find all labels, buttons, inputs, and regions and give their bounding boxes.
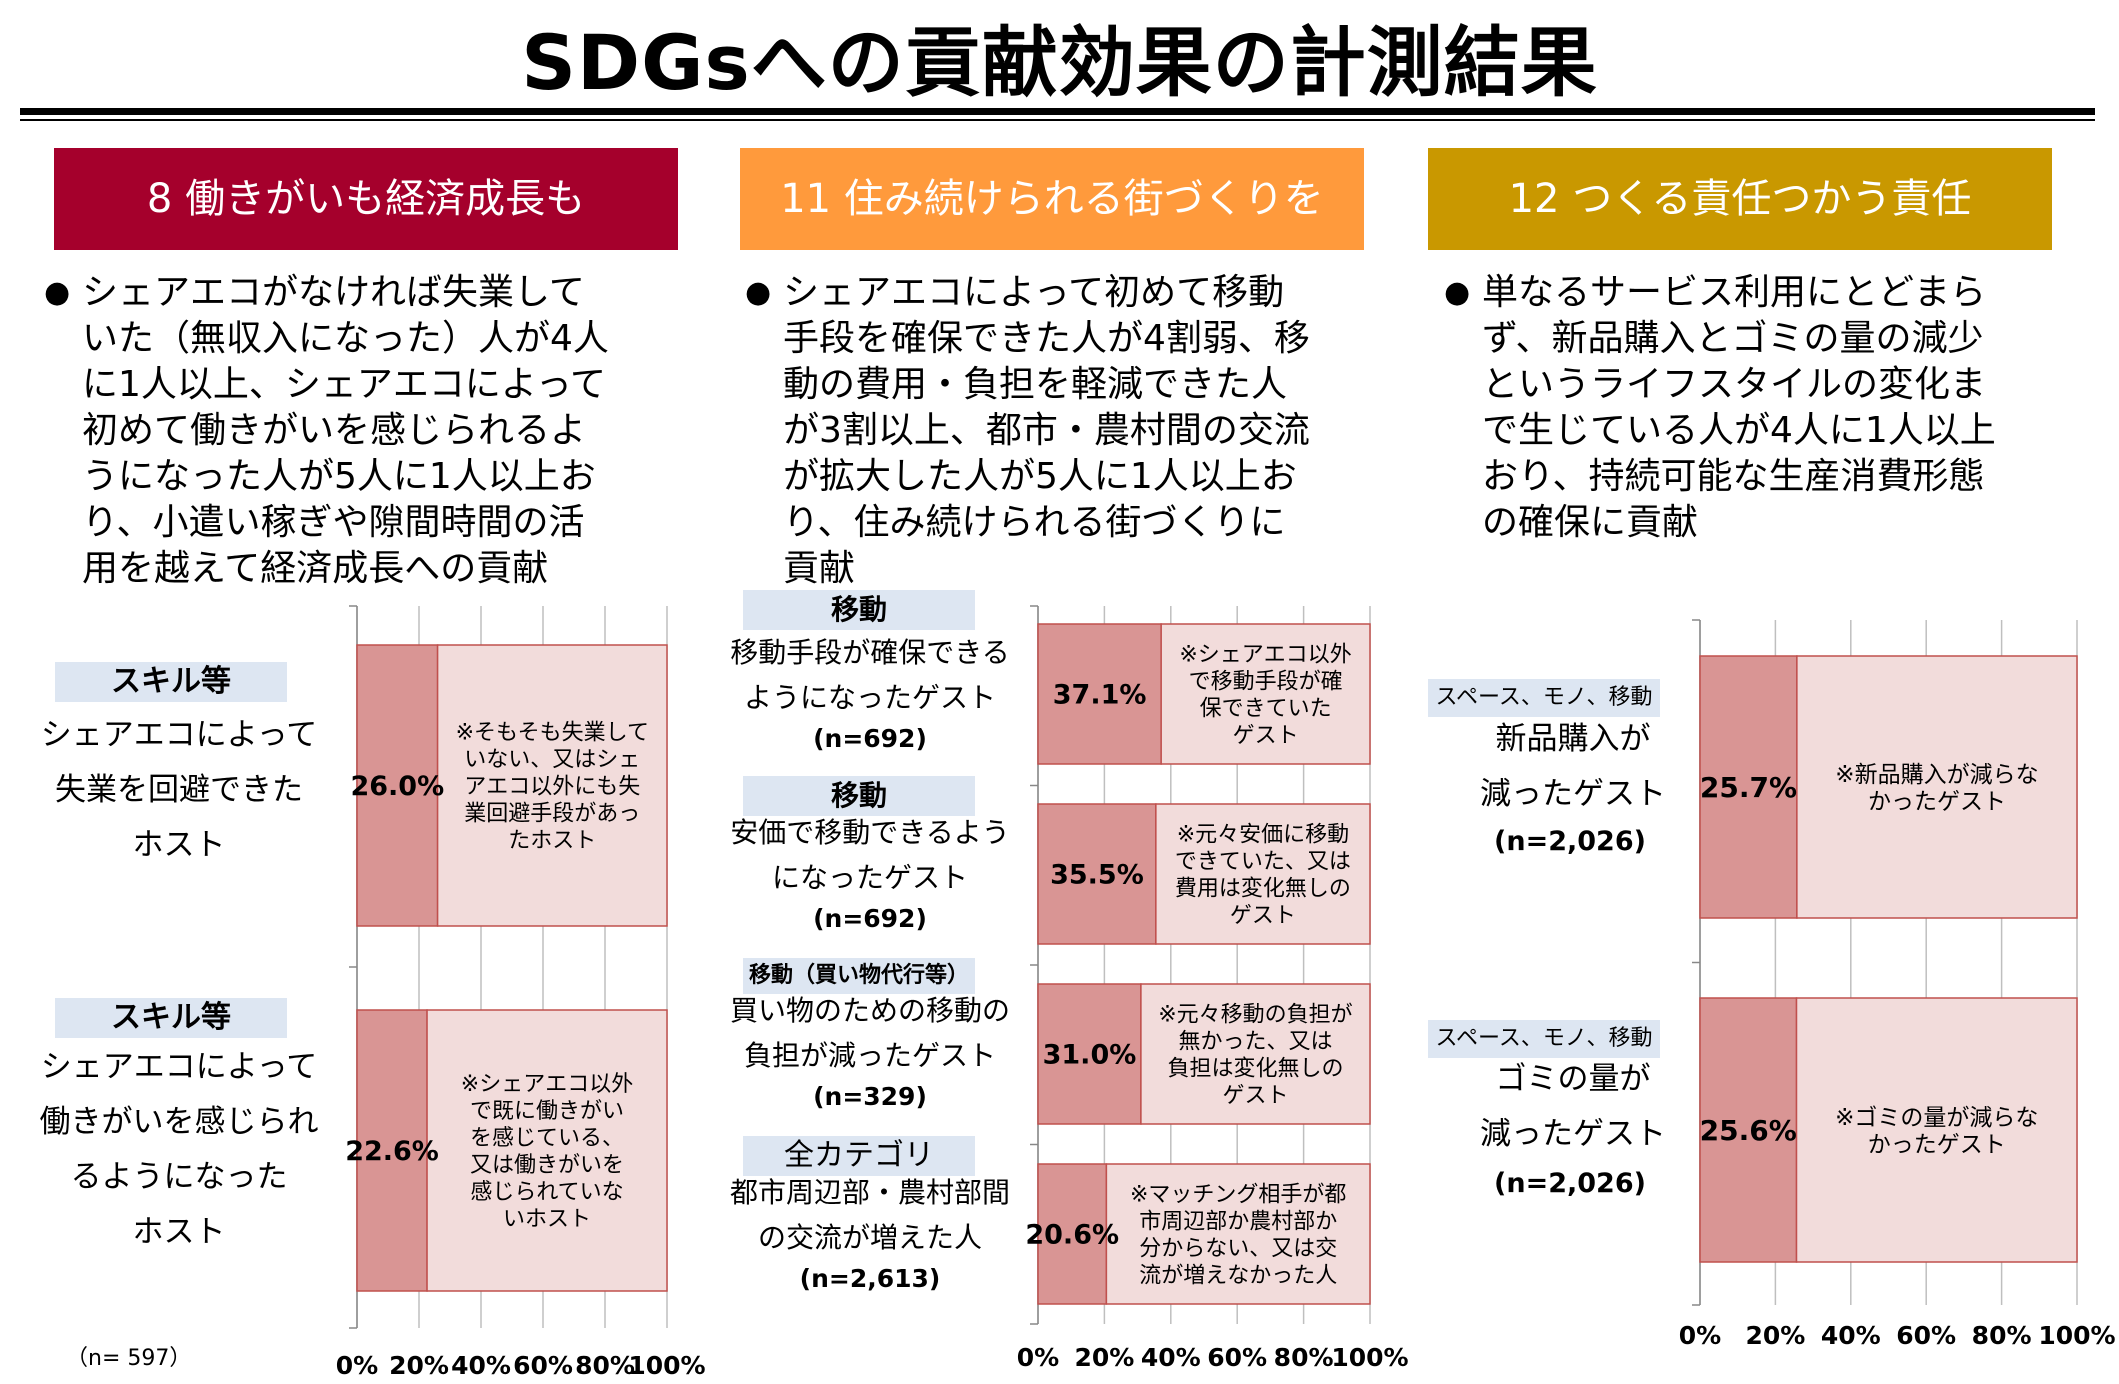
bar-value xyxy=(1699,997,1798,1263)
x-tick-label: 40% xyxy=(451,1351,511,1380)
x-tick-label: 0% xyxy=(336,1351,378,1380)
bar-value xyxy=(1037,623,1162,765)
sdg11-bullet: ● シェアエコによって初めて移動 手段を確保できた人が4割弱、移 動の費用・負担… xyxy=(745,270,1385,600)
sdg11-item3-label: 買い物のための移動の 負担が減ったゲスト xyxy=(729,994,1010,1072)
x-tick-label: 100% xyxy=(628,1351,705,1380)
sdg12-header: 12 つくる責任つかう責任 xyxy=(1428,148,2052,250)
sdg11-item4-label: 都市周辺部・農村部間 の交流が増えた人 xyxy=(729,1176,1010,1254)
bar-value-label: 22.6% xyxy=(345,1136,439,1167)
x-tick-label: 60% xyxy=(1207,1343,1267,1372)
x-tick-label: 40% xyxy=(1821,1321,1881,1350)
sdg11-item4-category: 全カテゴリ xyxy=(743,1136,975,1176)
sdg8-header: 8 働きがいも経済成長も xyxy=(54,148,678,250)
sdg8-footnote: （n= 597） xyxy=(66,1346,192,1371)
sdg8-bullet: ● シェアエコがなければ失業して いた（無収入になった）人が4人 に1人以上、シ… xyxy=(44,270,684,600)
title-rule-thin xyxy=(20,119,2095,121)
x-tick-label: 0% xyxy=(1679,1321,1721,1350)
bar-rest-label: ※新品購入が減らなかったゲスト xyxy=(1835,762,2038,815)
bar-rest-label: ※マッチング相手が都市周辺部か農村部か分からない、又は交流が増えなかった人 xyxy=(1130,1182,1346,1288)
sdg8-item2-category: スキル等 xyxy=(55,998,287,1038)
sdg12-item1-n: (n=2,026) xyxy=(1494,826,1646,857)
sdg8-item1-label: シェアエコによって 失業を回避できた ホスト xyxy=(40,717,318,863)
sdg11-item4-n: (n=2,613) xyxy=(799,1264,941,1293)
bar-value-label: 31.0% xyxy=(1043,1040,1137,1071)
sdg12-bullet-text: 単なるサービス利用にとどまら ず、新品購入とゴミの量の減少 というライフスタイル… xyxy=(1482,272,1996,543)
x-tick-label: 80% xyxy=(1972,1321,2032,1350)
bar-rest xyxy=(1105,1163,1371,1305)
bar-rest-label: ※シェアエコ以外で既に働きがいを感じている、又は働きがいを感じられていないホスト xyxy=(461,1072,633,1232)
bar-rest xyxy=(426,1009,668,1292)
bar-rest-label: ※ゴミの量が減らなかったゲスト xyxy=(1835,1105,2038,1158)
sdg11-item3-category: 移動（買い物代行等） xyxy=(743,958,975,994)
bar-rest xyxy=(436,644,668,927)
sdg12-bullet: ● 単なるサービス利用にとどまら ず、新品購入とゴミの量の減少 というライフスタ… xyxy=(1444,270,2084,560)
bar-rest-label: ※元々移動の負担が無かった、又は負担は変化無しのゲスト xyxy=(1158,1002,1352,1108)
sdg12-item2-category: スペース、モノ、移動 xyxy=(1428,1020,1660,1058)
bar-value xyxy=(356,644,439,927)
bar-value-label: 25.6% xyxy=(1700,1114,1797,1147)
bar-rest xyxy=(1160,623,1371,765)
x-tick-label: 60% xyxy=(513,1351,573,1380)
sdg8-item2-label: シェアエコによって 働きがいを感じられ るようになった ホスト xyxy=(39,1049,319,1250)
bar-value-label: 20.6% xyxy=(1025,1220,1119,1251)
x-tick-label: 0% xyxy=(1017,1343,1059,1372)
x-tick-label: 80% xyxy=(575,1351,635,1380)
sdg11-item3-n: (n=329) xyxy=(813,1082,927,1111)
bar-value xyxy=(1037,983,1142,1125)
sdg11-item1-label: 移動手段が確保できる ようになったゲスト xyxy=(730,636,1010,714)
bar-value-label: 37.1% xyxy=(1053,680,1147,711)
title-rule-thick xyxy=(20,108,2095,115)
bar-rest xyxy=(1795,997,2078,1263)
bar-rest xyxy=(1155,803,1371,945)
bar-rest-label: ※元々安価に移動できていた、又は費用は変化無しのゲスト xyxy=(1175,822,1351,928)
sdg12-item2-label: ゴミの量が 減ったゲスト xyxy=(1480,1061,1666,1152)
bar-rest xyxy=(1140,983,1371,1125)
sdg11-item1-category: 移動 xyxy=(743,590,975,630)
bar-value-label: 26.0% xyxy=(350,771,444,802)
bullet-dot-icon: ● xyxy=(745,275,772,310)
x-tick-label: 40% xyxy=(1141,1343,1201,1372)
sdg12-item1-label: 新品購入が 減ったゲスト xyxy=(1480,721,1666,812)
x-tick-label: 20% xyxy=(1074,1343,1134,1372)
x-tick-label: 60% xyxy=(1896,1321,1956,1350)
bar-value xyxy=(1699,655,1798,919)
x-tick-label: 20% xyxy=(389,1351,449,1380)
bar-rest xyxy=(1796,655,2078,919)
bullet-dot-icon: ● xyxy=(44,275,71,310)
sdg12-item1-category: スペース、モノ、移動 xyxy=(1428,679,1660,717)
bar-rest-label: ※シェアエコ以外で移動手段が確保できていたゲスト xyxy=(1179,642,1351,748)
bar-value-label: 25.7% xyxy=(1700,771,1797,804)
bar-value-label: 35.5% xyxy=(1050,860,1144,891)
sdg11-header: 11 住み続けられる街づくりを xyxy=(740,148,1364,250)
sdg11-item2-n: (n=692) xyxy=(813,904,927,933)
sdg11-bullet-text: シェアエコによって初めて移動 手段を確保できた人が4割弱、移 動の費用・負担を軽… xyxy=(783,272,1310,589)
page-title: SDGsへの貢献効果の計測結果 xyxy=(521,18,1598,107)
sdg12-item2-n: (n=2,026) xyxy=(1494,1168,1646,1199)
x-tick-label: 100% xyxy=(2038,1321,2115,1350)
sdg8-bullet-text: シェアエコがなければ失業して いた（無収入になった）人が4人 に1人以上、シェア… xyxy=(82,272,609,589)
x-tick-label: 20% xyxy=(1745,1321,1805,1350)
bar-rest-label: ※そもそも失業していない、又はシェアエコ以外にも失業回避手段があったホスト xyxy=(456,720,649,853)
sdg11-item1-n: (n=692) xyxy=(813,724,927,753)
sdg11-item2-label: 安価で移動できるよう になったゲスト xyxy=(730,816,1010,894)
bullet-dot-icon: ● xyxy=(1444,275,1471,310)
bar-value xyxy=(1037,1163,1108,1305)
x-tick-label: 80% xyxy=(1274,1343,1334,1372)
sdg11-item2-category: 移動 xyxy=(743,776,975,816)
sdg8-item1-category: スキル等 xyxy=(55,662,287,702)
x-tick-label: 100% xyxy=(1331,1343,1408,1372)
